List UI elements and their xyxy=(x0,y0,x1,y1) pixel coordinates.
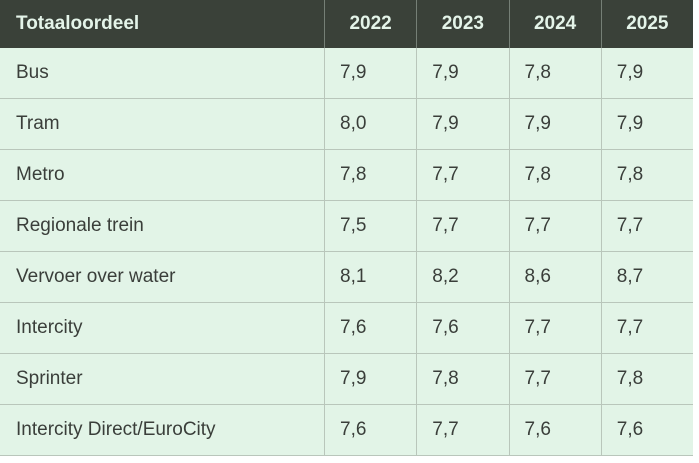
row-value: 8,7 xyxy=(600,252,693,302)
table-row-tram: Tram 8,0 7,9 7,9 7,9 xyxy=(0,99,693,150)
row-value: 7,7 xyxy=(600,201,693,251)
row-label: Bus xyxy=(16,62,49,83)
header-cell-year-2022: 2022 xyxy=(324,0,416,48)
table-row-intercity-direct-eurocity: Intercity Direct/EuroCity 7,6 7,7 7,6 7,… xyxy=(0,405,693,456)
header-cell-year-2024: 2024 xyxy=(508,0,601,48)
row-value: 7,8 xyxy=(600,354,693,404)
row-value: 7,9 xyxy=(600,48,693,98)
row-value: 7,8 xyxy=(324,150,416,200)
row-value: 7,7 xyxy=(416,150,508,200)
row-value: 8,2 xyxy=(416,252,508,302)
header-cell-title: Totaaloordeel xyxy=(16,13,140,34)
row-label: Sprinter xyxy=(16,368,83,389)
row-value: 7,6 xyxy=(600,405,693,455)
row-value: 8,6 xyxy=(508,252,601,302)
row-value: 7,8 xyxy=(508,150,601,200)
row-label: Intercity Direct/EuroCity xyxy=(16,419,216,440)
row-label: Tram xyxy=(16,113,60,134)
table-row-intercity: Intercity 7,6 7,6 7,7 7,7 xyxy=(0,303,693,354)
row-value: 7,9 xyxy=(416,48,508,98)
row-value: 7,9 xyxy=(324,354,416,404)
header-cell-year-2025: 2025 xyxy=(600,0,693,48)
row-value: 7,8 xyxy=(508,48,601,98)
row-label: Vervoer over water xyxy=(16,266,176,287)
row-value: 8,0 xyxy=(324,99,416,149)
table-row-metro: Metro 7,8 7,7 7,8 7,8 xyxy=(0,150,693,201)
header-cell-year-2023: 2023 xyxy=(416,0,508,48)
row-value: 7,6 xyxy=(324,405,416,455)
row-value: 7,6 xyxy=(324,303,416,353)
row-value: 7,7 xyxy=(508,303,601,353)
row-value: 7,5 xyxy=(324,201,416,251)
table-row-bus: Bus 7,9 7,9 7,8 7,9 xyxy=(0,48,693,99)
row-value: 8,1 xyxy=(324,252,416,302)
row-value: 7,7 xyxy=(508,201,601,251)
row-value: 7,7 xyxy=(416,201,508,251)
row-label: Metro xyxy=(16,164,65,185)
row-value: 7,9 xyxy=(600,99,693,149)
row-value: 7,6 xyxy=(416,303,508,353)
row-label: Regionale trein xyxy=(16,215,144,236)
table-header-row: Totaaloordeel 2022 2023 2024 2025 xyxy=(0,0,693,48)
row-value: 7,8 xyxy=(600,150,693,200)
row-value: 7,6 xyxy=(508,405,601,455)
ratings-table: Totaaloordeel 2022 2023 2024 2025 Bus 7,… xyxy=(0,0,693,456)
row-value: 7,7 xyxy=(600,303,693,353)
table-row-vervoer-over-water: Vervoer over water 8,1 8,2 8,6 8,7 xyxy=(0,252,693,303)
row-value: 7,9 xyxy=(416,99,508,149)
table-row-regionale-trein: Regionale trein 7,5 7,7 7,7 7,7 xyxy=(0,201,693,252)
row-value: 7,8 xyxy=(416,354,508,404)
row-value: 7,7 xyxy=(508,354,601,404)
row-value: 7,9 xyxy=(324,48,416,98)
row-label: Intercity xyxy=(16,317,83,338)
row-value: 7,7 xyxy=(416,405,508,455)
table-row-sprinter: Sprinter 7,9 7,8 7,7 7,8 xyxy=(0,354,693,405)
row-value: 7,9 xyxy=(508,99,601,149)
